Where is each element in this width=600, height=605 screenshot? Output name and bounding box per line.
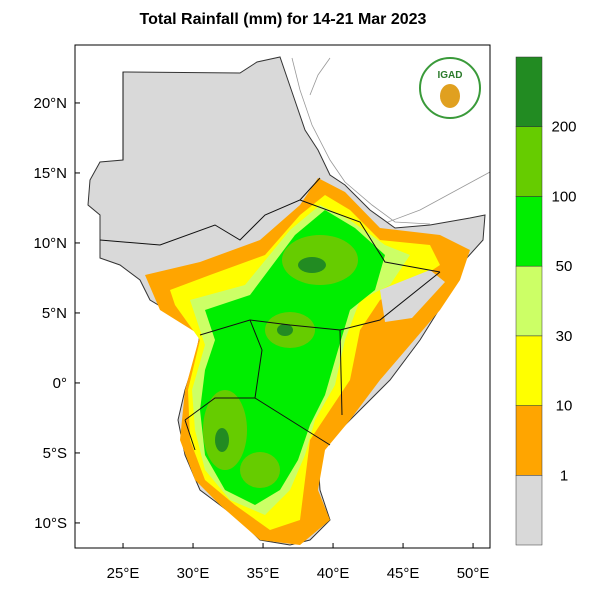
colorbar-segment [515,126,543,197]
logo: IGAD [419,57,481,119]
colorbar-segment [515,56,543,127]
colorbar-label: 10 [556,398,573,415]
map-title: Total Rainfall (mm) for 14-21 Mar 2023 [140,11,427,28]
borders [99,72,441,451]
x-tick-label: 25°E [107,565,140,582]
x-tick-label: 50°E [457,565,490,582]
colorbar-segment [515,335,543,406]
colorbar-label: 100 [551,188,576,205]
x-tick-label: 45°E [387,565,420,582]
y-tick-label: 5°N [42,305,67,322]
map-frame [74,44,491,549]
colorbar-segment [515,196,543,267]
colorbar-label: 200 [551,119,576,136]
x-tick-label: 35°E [247,565,280,582]
colorbar-label: 1 [560,467,568,484]
logo-text: IGAD [438,70,463,81]
y-tick-label: 10°S [34,515,67,532]
y-tick-label: 5°S [43,445,67,462]
colorbar-segment [515,265,543,337]
x-tick-label: 30°E [177,565,210,582]
colorbar-label: 30 [556,328,573,345]
colorbar-segment [515,475,543,546]
dry-area [380,270,445,322]
x-tick-label: 40°E [317,565,350,582]
y-tick-label: 0° [53,375,67,392]
colorbar-label: 50 [556,258,573,275]
y-tick-label: 20°N [33,95,67,112]
colorbar-segment [515,405,543,476]
map-area [74,44,491,549]
rain-over-200 [215,257,326,452]
y-tick-label: 10°N [33,235,67,252]
coastline [291,57,491,226]
logo-africa [440,84,460,108]
y-tick-label: 15°N [33,165,67,182]
